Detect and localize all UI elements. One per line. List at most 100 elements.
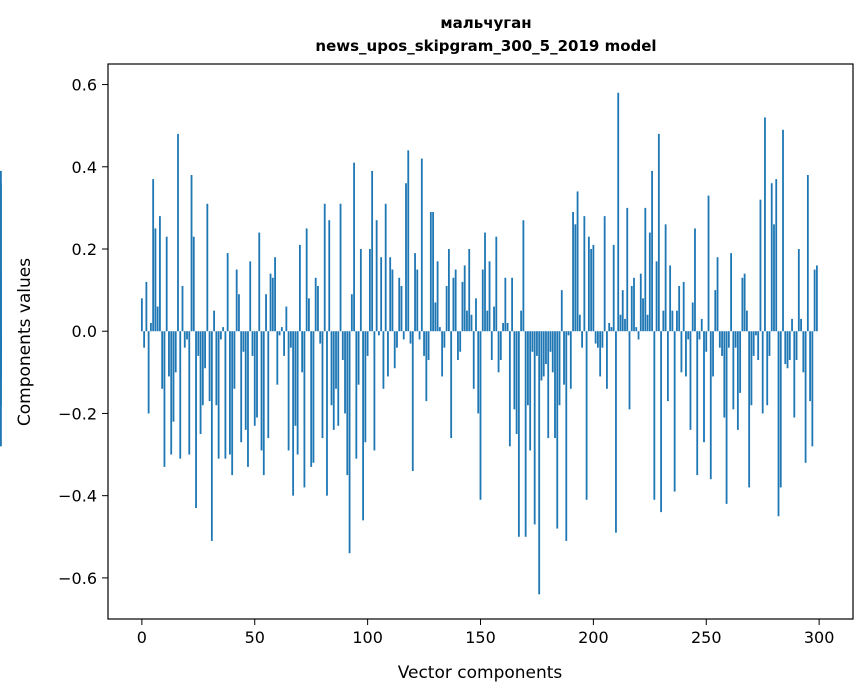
- bar-37: [224, 331, 227, 459]
- bar-131: [436, 261, 439, 332]
- bar-55: [265, 294, 267, 332]
- bar-260: [727, 331, 730, 348]
- bar-158: [497, 331, 500, 373]
- bar-200: [592, 244, 595, 332]
- bar-155: [490, 331, 493, 360]
- bar-285: [784, 331, 787, 365]
- x-tick-label: 250: [691, 628, 722, 647]
- bar-214: [624, 318, 626, 332]
- bar-110: [389, 257, 392, 332]
- bar-111: [391, 269, 394, 332]
- bar-64: [285, 306, 288, 332]
- bar-149: [477, 331, 480, 414]
- bar-284: [782, 129, 784, 332]
- bar-290: [795, 331, 798, 360]
- plot-frame: [107, 63, 854, 620]
- bar-184: [556, 331, 559, 529]
- bar-26: [199, 331, 202, 434]
- bar-189: [567, 331, 570, 336]
- bar-298: [813, 269, 816, 332]
- bar-175: [536, 331, 538, 356]
- bar-undefined: [0, 331, 2, 406]
- bar-255: [716, 257, 719, 332]
- bar-263: [734, 331, 737, 348]
- bar-140: [457, 331, 459, 360]
- bar-113: [396, 331, 398, 348]
- bar-94: [353, 162, 355, 332]
- bar-168: [520, 310, 523, 332]
- bar-114: [398, 277, 401, 332]
- bar-134: [443, 331, 446, 348]
- x-tick-label: 50: [245, 628, 265, 647]
- bar-249: [703, 331, 705, 443]
- bar-256: [718, 331, 721, 348]
- bar-83: [328, 220, 331, 332]
- bar-70: [298, 244, 301, 332]
- y-axis-ticks: −0.6 −0.4 −0.2 0.0 0.2 0.4 0.6: [58, 76, 108, 588]
- bar-153: [486, 310, 489, 332]
- bar-197: [585, 331, 588, 500]
- bar-11: [165, 236, 168, 332]
- bar-223: [644, 207, 647, 332]
- bar-85: [332, 331, 335, 430]
- bar-266: [741, 277, 744, 332]
- bar-274: [759, 199, 762, 332]
- bar-269: [748, 331, 751, 488]
- bar-124: [420, 158, 423, 332]
- bar-159: [499, 331, 502, 360]
- bar-63: [283, 331, 285, 356]
- bar-157: [495, 236, 498, 332]
- bar-93: [350, 294, 353, 332]
- bar-248: [700, 318, 703, 332]
- bar-297: [811, 331, 814, 447]
- bar-237: [676, 310, 678, 332]
- bar-278: [768, 331, 771, 356]
- chart-subtitle: news_upos_skipgram_300_5_2019 model: [315, 37, 656, 55]
- y-tick-label: 0.6: [72, 76, 97, 95]
- bar-79: [319, 331, 322, 344]
- bar-42: [235, 269, 238, 332]
- x-tick-label: 200: [578, 628, 609, 647]
- bar-20: [186, 331, 188, 340]
- bar-135: [445, 286, 448, 332]
- bar-142: [461, 281, 464, 332]
- bar-1: [143, 331, 146, 348]
- bar-132: [438, 327, 441, 332]
- bar-252: [709, 331, 712, 480]
- bar-247: [698, 331, 701, 340]
- bar-240: [682, 281, 685, 332]
- bar-195: [581, 331, 583, 348]
- bar-283: [779, 331, 782, 488]
- bar-0: [140, 298, 143, 332]
- bar-128: [429, 212, 432, 332]
- bar-38: [226, 253, 229, 332]
- bar-16: [177, 133, 179, 332]
- bar-27: [201, 331, 204, 406]
- bar-172: [529, 331, 532, 451]
- bar-236: [673, 331, 676, 492]
- bar-225: [648, 232, 651, 332]
- bar-264: [736, 331, 739, 430]
- bar-108: [384, 203, 387, 332]
- bar-271: [752, 331, 755, 356]
- bar-185: [558, 331, 561, 406]
- bar-207: [608, 323, 611, 332]
- bar-75: [310, 331, 313, 467]
- bar-undefined: [0, 170, 2, 332]
- bar-126: [425, 331, 428, 402]
- bar-90: [344, 331, 346, 414]
- bar-107: [382, 331, 385, 389]
- bar-170: [524, 331, 527, 537]
- bar-97: [359, 249, 362, 332]
- bar-296: [809, 331, 812, 402]
- bar-3: [147, 331, 150, 414]
- bar-276: [764, 117, 766, 332]
- bar-61: [278, 331, 281, 336]
- bar-152: [484, 232, 486, 332]
- bar-282: [777, 331, 780, 517]
- bar-176: [538, 331, 541, 595]
- bar-72: [303, 331, 306, 488]
- bar-115: [400, 286, 403, 332]
- bar-29: [206, 203, 209, 332]
- bar-54: [262, 331, 265, 476]
